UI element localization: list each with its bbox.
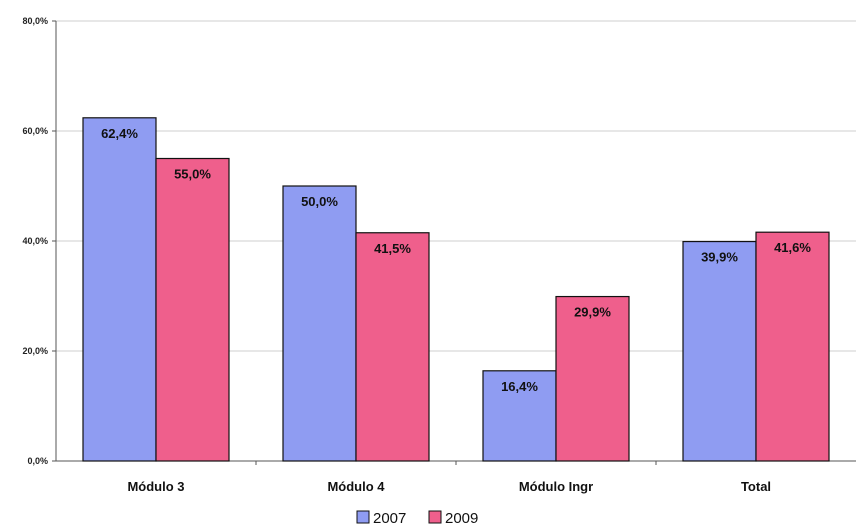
data-label: 29,9% xyxy=(574,305,611,320)
data-label: 41,5% xyxy=(374,241,411,256)
bar-2007-1 xyxy=(282,185,357,462)
legend-swatch xyxy=(428,510,442,524)
data-label: 41,6% xyxy=(774,240,811,255)
category-labels: Módulo 3 Módulo 4 Módulo Ingr Total xyxy=(127,479,771,494)
category-label: Total xyxy=(741,479,771,494)
y-tick-label: 80,0% xyxy=(22,16,48,26)
legend-label: 2009 xyxy=(445,510,478,527)
bar-2007-0 xyxy=(82,117,157,462)
y-tick-label: 60,0% xyxy=(22,126,48,136)
data-label: 62,4% xyxy=(101,126,138,141)
data-label: 39,9% xyxy=(701,250,738,265)
data-label: 55,0% xyxy=(174,167,211,182)
bar-2009-0 xyxy=(155,157,230,462)
data-labels: 62,4% 55,0% 50,0% 41,5% 16,4% 29,9% 39,9% 41,6% xyxy=(101,126,811,394)
bar-2009-1 xyxy=(355,232,430,462)
bars xyxy=(82,117,830,462)
y-tick-label: 40,0% xyxy=(22,236,48,246)
category-label: Módulo Ingr xyxy=(519,479,593,494)
legend-swatch xyxy=(356,510,370,524)
category-label: Módulo 4 xyxy=(327,479,385,494)
y-tick-label: 0,0% xyxy=(27,456,48,466)
bar-2007-3 xyxy=(682,240,757,462)
legend: 2007 2009 xyxy=(356,510,478,527)
bar-2009-2 xyxy=(555,295,630,462)
legend-label: 2007 xyxy=(373,510,406,527)
y-tick-label: 20,0% xyxy=(22,346,48,356)
category-label: Módulo 3 xyxy=(127,479,184,494)
bar-2009-3 xyxy=(755,231,830,462)
data-label: 16,4% xyxy=(501,379,538,394)
data-label: 50,0% xyxy=(301,194,338,209)
y-tick-labels: 0,0% 20,0% 40,0% 60,0% 80,0% xyxy=(22,16,48,466)
